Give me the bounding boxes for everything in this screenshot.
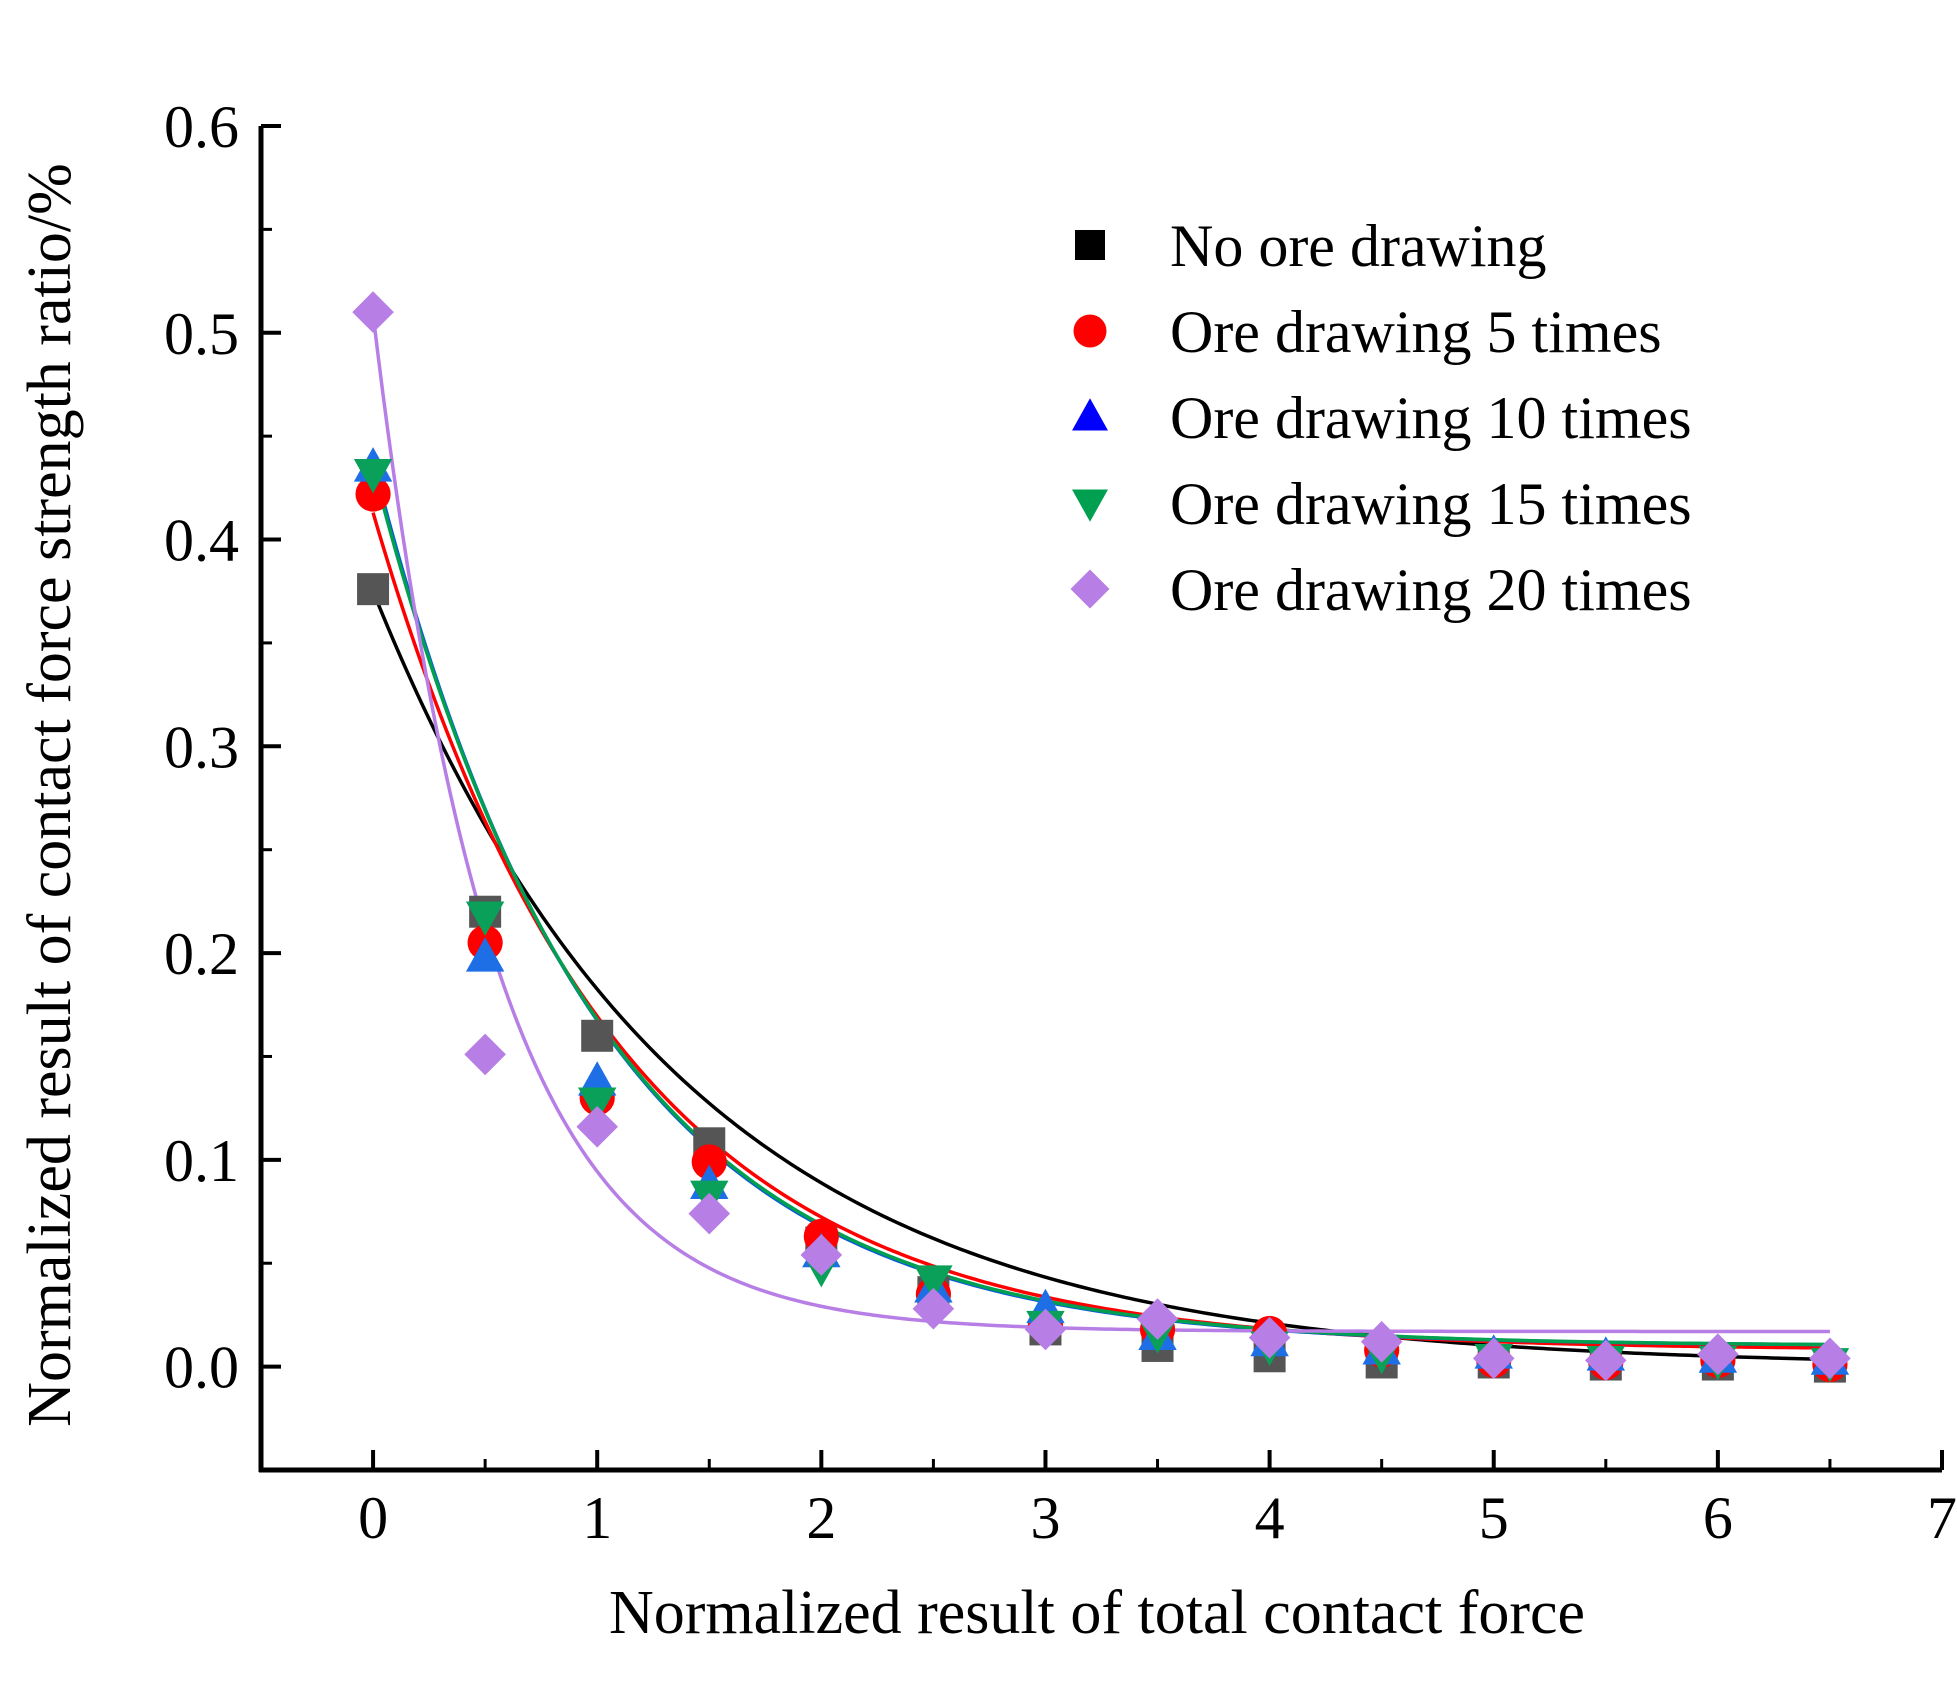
legend-label-ore-drawing-10-times: Ore drawing 10 times — [1170, 385, 1692, 451]
data-point-ore-drawing-10-times — [465, 937, 505, 972]
data-point-no-ore-drawing — [357, 573, 390, 606]
legend-marker-no-ore-drawing — [1075, 230, 1105, 260]
data-point-no-ore-drawing — [581, 1019, 614, 1052]
x-tick-label: 4 — [1255, 1485, 1285, 1551]
y-tick-label: 0.3 — [164, 714, 239, 780]
y-tick-label: 0.4 — [164, 508, 239, 574]
y-tick-label: 0.0 — [164, 1335, 239, 1401]
fit-curve-ore-drawing-15-times — [371, 466, 1830, 1347]
data-point-ore-drawing-5-times — [691, 1144, 727, 1180]
x-tick-label: 5 — [1479, 1485, 1509, 1551]
x-axis-label: Normalized result of total contact force — [609, 1579, 1585, 1647]
legend: No ore drawing Ore drawing 5 times Ore dra… — [1070, 213, 1692, 623]
axes — [258, 126, 1942, 1473]
legend-marker-ore-drawing-10-times — [1072, 398, 1108, 431]
ticks: 0.0 0.1 0.2 0.3 0.4 0.5 0.6 0 1 2 3 4 5 6 7 — [164, 94, 1957, 1551]
data-point-ore-drawing-20-times — [1697, 1333, 1739, 1376]
y-tick-label: 0.1 — [164, 1128, 239, 1194]
fit-curve-ore-drawing-5-times — [371, 512, 1830, 1350]
legend-label-ore-drawing-5-times: Ore drawing 5 times — [1170, 299, 1662, 365]
legend-label-no-ore-drawing: No ore drawing — [1170, 213, 1547, 279]
data-point-ore-drawing-10-times — [578, 1061, 617, 1096]
data-point-ore-drawing-5-times — [355, 476, 391, 512]
x-tick-label: 6 — [1703, 1485, 1733, 1551]
y-tick-label: 0.5 — [164, 301, 239, 367]
y-tick-label: 0.6 — [164, 94, 239, 160]
data-point-ore-drawing-20-times — [1360, 1321, 1403, 1363]
data-point-ore-drawing-20-times — [1248, 1316, 1291, 1359]
data-point-ore-drawing-20-times — [688, 1192, 731, 1235]
data-point-ore-drawing-20-times — [912, 1287, 955, 1330]
data-point-ore-drawing-20-times — [352, 291, 394, 333]
data-point-ore-drawing-20-times — [1585, 1339, 1627, 1382]
data-point-ore-drawing-20-times — [464, 1033, 506, 1076]
legend-label-ore-drawing-20-times: Ore drawing 20 times — [1170, 557, 1692, 623]
data-point-ore-drawing-20-times — [800, 1234, 843, 1276]
x-tick-label: 7 — [1927, 1485, 1957, 1551]
data-markers — [352, 291, 1851, 1383]
legend-marker-ore-drawing-15-times — [1072, 489, 1108, 522]
data-point-ore-drawing-20-times — [1809, 1337, 1851, 1380]
data-point-ore-drawing-15-times — [578, 1087, 617, 1122]
fit-curves — [371, 313, 1830, 1362]
data-point-ore-drawing-15-times — [465, 901, 505, 936]
x-tick-label: 3 — [1030, 1485, 1060, 1551]
legend-marker-ore-drawing-5-times — [1073, 314, 1107, 348]
x-tick-label: 2 — [806, 1485, 836, 1551]
data-point-ore-drawing-20-times — [1472, 1337, 1515, 1380]
fit-curve-ore-drawing-20-times — [371, 313, 1830, 1334]
data-point-ore-drawing-20-times — [1136, 1298, 1179, 1340]
data-point-ore-drawing-20-times — [576, 1105, 618, 1148]
x-tick-label: 0 — [358, 1485, 388, 1551]
x-tick-label: 1 — [582, 1485, 612, 1551]
fit-curve-no-ore-drawing — [371, 590, 1830, 1362]
y-tick-label: 0.2 — [164, 921, 239, 987]
legend-label-ore-drawing-15-times: Ore drawing 15 times — [1170, 471, 1692, 537]
data-point-ore-drawing-15-times — [353, 458, 393, 494]
y-axis-label: Normalized result of contact force stren… — [16, 163, 84, 1427]
data-point-ore-drawing-15-times — [914, 1265, 953, 1300]
data-point-ore-drawing-20-times — [1024, 1308, 1067, 1351]
legend-marker-ore-drawing-20-times — [1070, 569, 1110, 609]
